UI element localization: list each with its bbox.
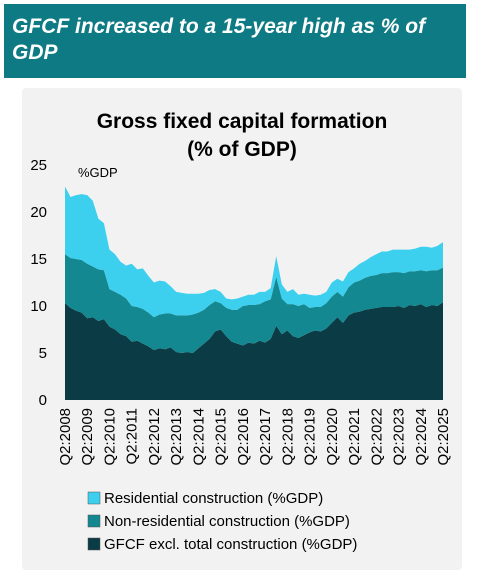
y-tick-label: 15 <box>30 251 47 268</box>
x-tick-label: Q2:2025 <box>435 408 452 466</box>
x-tick-label: Q2:2013 <box>168 408 185 466</box>
legend-label: GFCF excl. total construction (%GDP) <box>104 536 357 553</box>
x-tick-label: Q2:2019 <box>302 408 319 466</box>
legend-swatch <box>87 514 101 528</box>
legend-label: Residential construction (%GDP) <box>104 490 323 507</box>
y-tick-label: 25 <box>30 157 47 174</box>
headline: GFCF increased to a 15-year high as % of… <box>12 15 426 64</box>
x-tick-label: Q2:2014 <box>190 408 207 466</box>
x-tick-label: Q2:2011 <box>124 408 141 464</box>
x-tick-label: Q2:2009 <box>79 408 96 466</box>
x-tick-label: Q2:2020 <box>324 408 341 466</box>
legend-label: Non-residential construction (%GDP) <box>104 513 350 530</box>
x-tick-label: Q2:2012 <box>146 408 163 466</box>
area <box>65 186 443 318</box>
x-tick-label: Q2:2010 <box>101 408 118 466</box>
x-tick-label: Q2:2016 <box>235 408 252 466</box>
x-tick-label: Q2:2015 <box>213 408 230 466</box>
x-tick-label: Q2:2022 <box>368 408 385 466</box>
x-tick-label: Q2:2018 <box>279 408 296 466</box>
chart-subtitle: (% of GDP) <box>187 138 297 161</box>
chart-title: Gross fixed capital formation <box>97 110 388 133</box>
x-tick-label: Q2:2008 <box>57 408 74 466</box>
y-tick-label: 0 <box>39 392 47 409</box>
area <box>65 254 443 353</box>
x-tick-label: Q2:2023 <box>391 408 408 466</box>
x-tick-label: Q2:2017 <box>257 408 274 466</box>
y-tick-label: 5 <box>39 345 47 362</box>
legend-swatch <box>87 537 101 551</box>
header: GFCF increased to a 15-year high as % of… <box>4 4 466 78</box>
legend-swatch <box>87 491 101 505</box>
y-tick-label: 20 <box>30 204 47 221</box>
y-tick-label: 10 <box>30 298 47 315</box>
x-tick-label: Q2:2024 <box>413 408 430 466</box>
y-axis-label: %GDP <box>78 165 118 180</box>
x-tick-label: Q2:2021 <box>346 408 363 466</box>
area <box>65 302 443 400</box>
